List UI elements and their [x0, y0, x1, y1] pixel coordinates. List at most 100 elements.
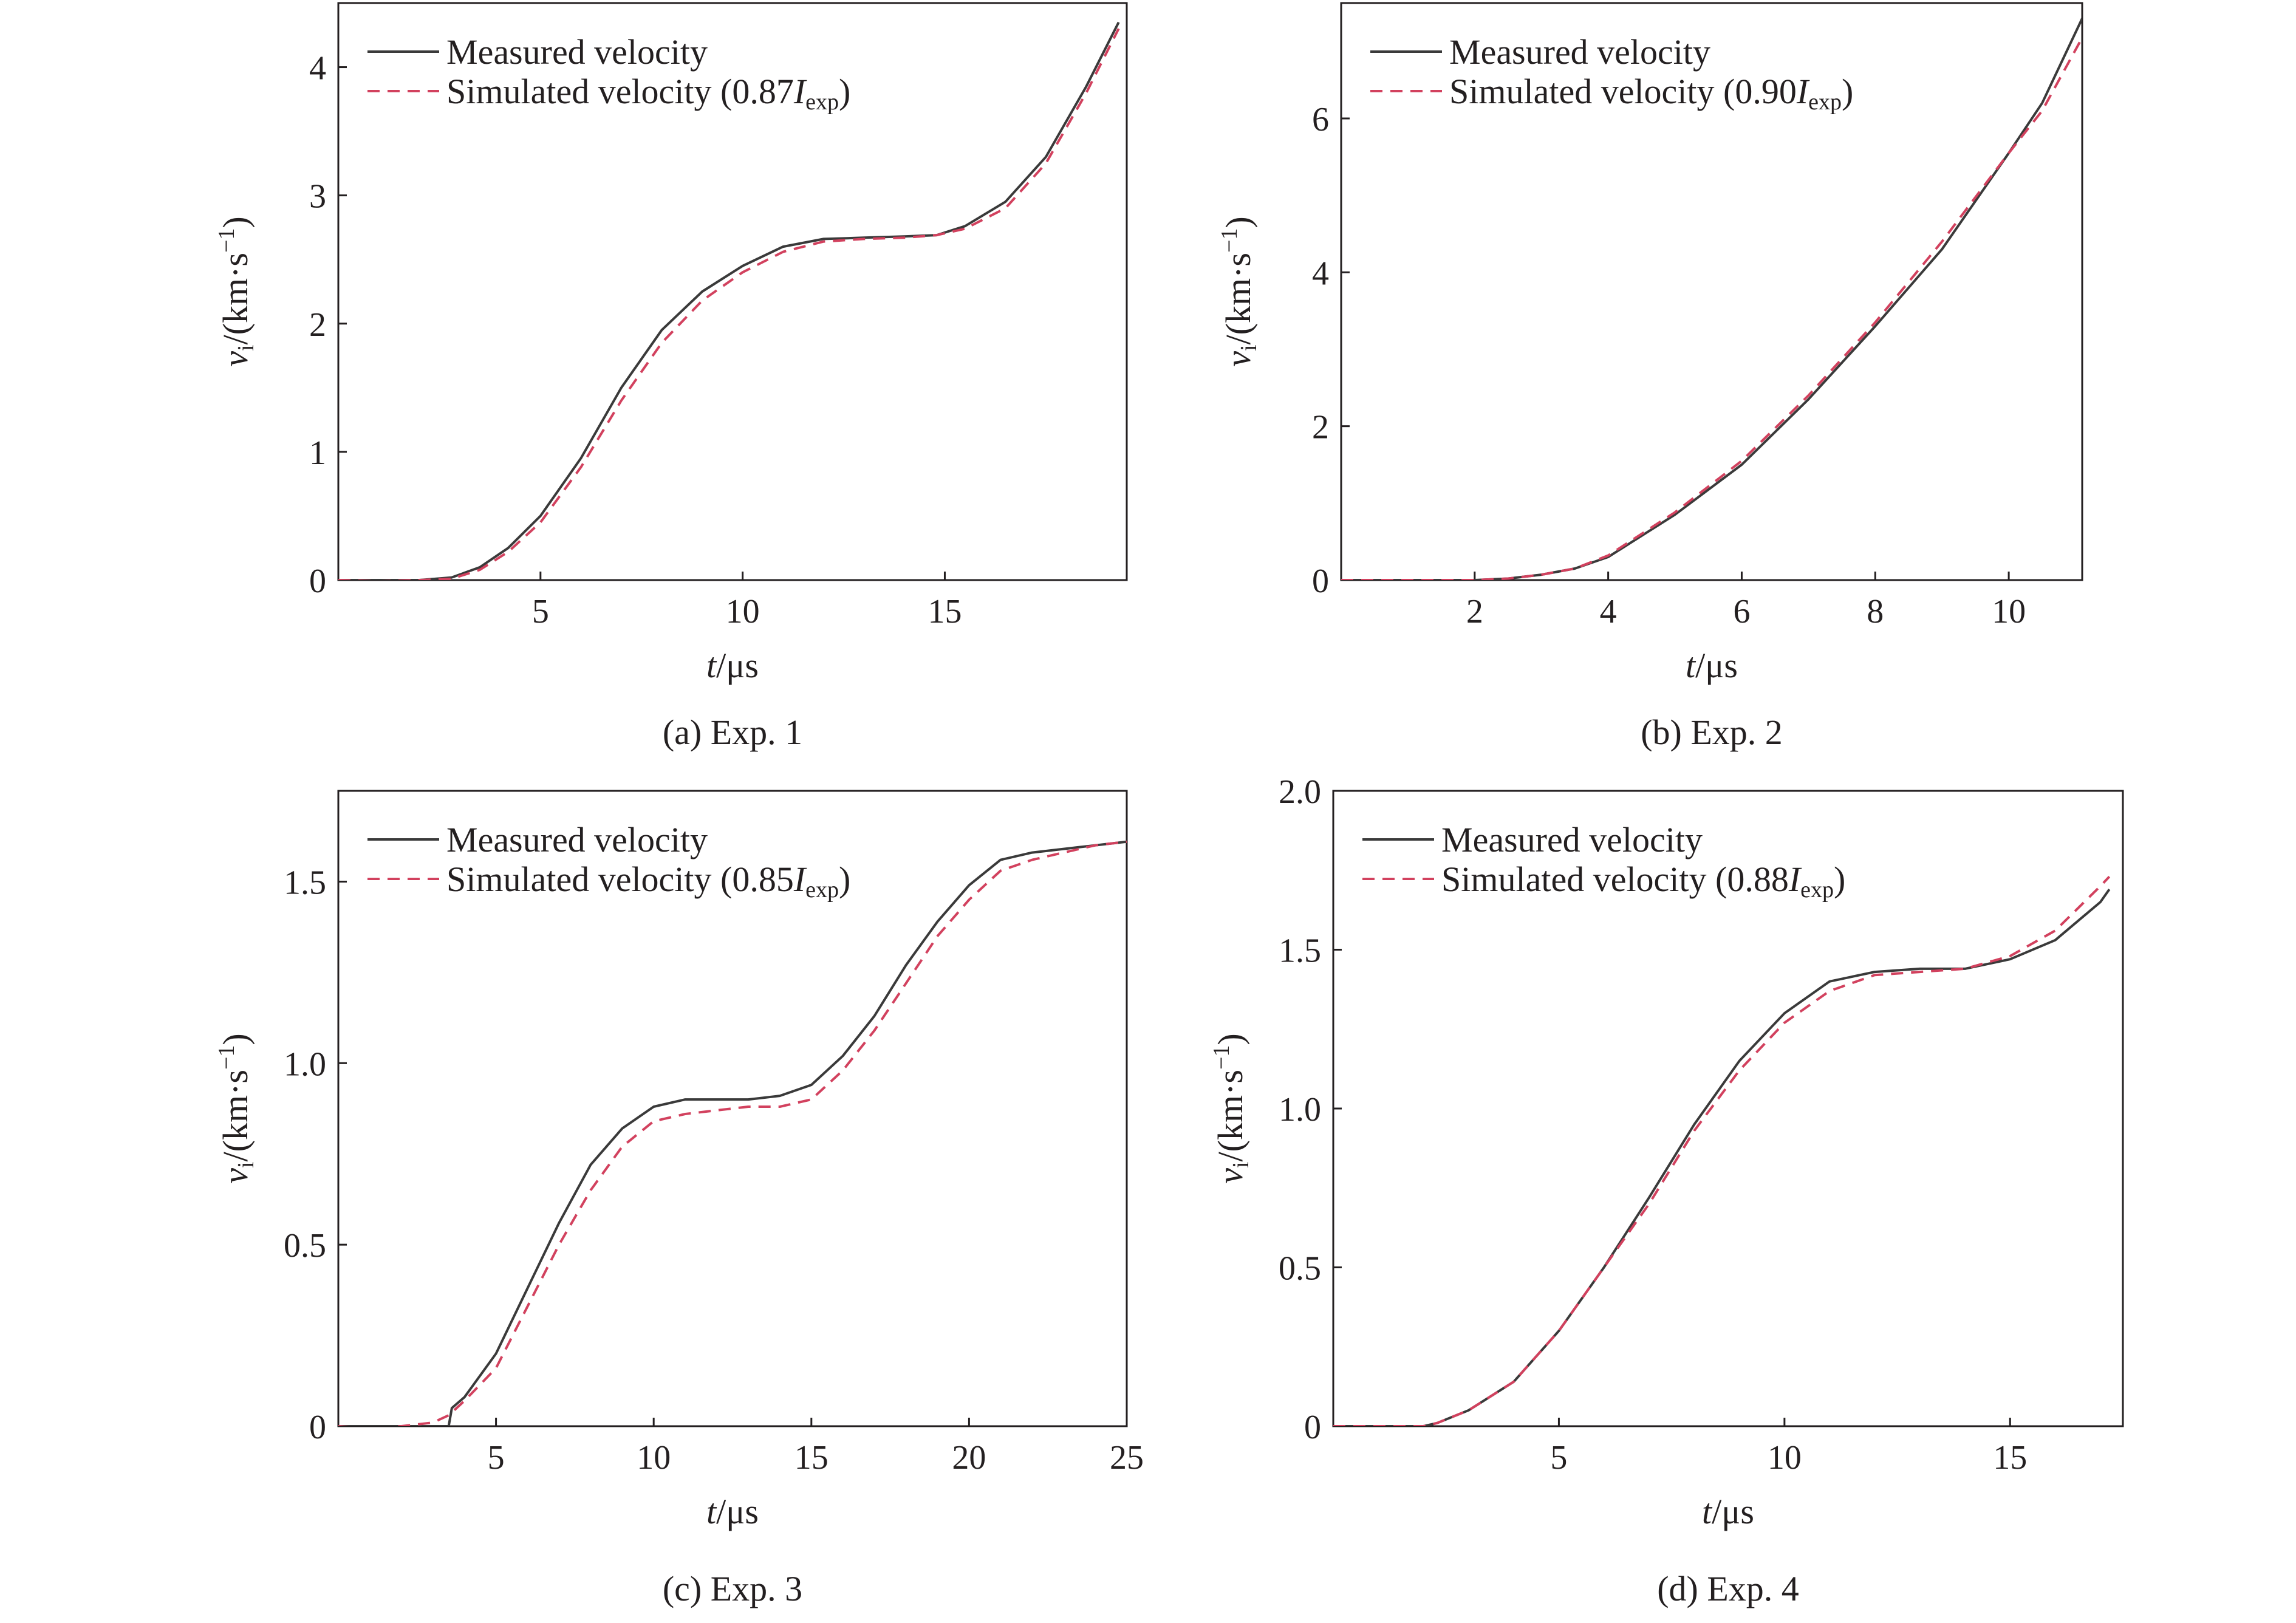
y-axis-label-unit: /(km·s — [216, 253, 255, 344]
y-tick-label: 6 — [1312, 101, 1329, 138]
x-tick-label: 15 — [1993, 1439, 2027, 1477]
y-axis-label-unit: /(km·s — [216, 1070, 255, 1161]
x-tick-label: 5 — [488, 1439, 505, 1477]
x-tick-label: 2 — [1466, 593, 1483, 630]
y-tick-label: 4 — [1312, 255, 1329, 292]
y-tick-label: 1 — [309, 434, 326, 472]
x-tick-label: 15 — [928, 593, 962, 630]
legend-simulated-prefix: Simulated velocity (0.90 — [1449, 72, 1797, 111]
x-tick-label: 4 — [1600, 593, 1617, 630]
legend-simulated-suffix: ) — [1842, 72, 1853, 111]
x-axis-label-italic: t — [706, 1492, 717, 1531]
y-axis-label-italic: v — [1211, 1168, 1250, 1184]
y-axis-label: vi/(km·s−1) — [1217, 216, 1262, 367]
y-axis-label-close: ) — [1218, 216, 1258, 228]
x-axis-label: t/μs — [706, 646, 759, 685]
x-axis-label-unit: /μs — [1712, 1492, 1754, 1531]
y-tick-label: 1.5 — [1279, 932, 1321, 970]
y-tick-label: 1.5 — [284, 864, 326, 901]
legend-simulated-italic: I — [1788, 859, 1802, 899]
y-axis-label: vi/(km·s−1) — [214, 216, 259, 367]
y-tick-label: 0.5 — [1279, 1250, 1321, 1288]
panel-caption: (d) Exp. 4 — [1657, 1569, 1799, 1608]
x-axis-label: t/μs — [1702, 1492, 1754, 1531]
legend-simulated-label: Simulated velocity (0.88Iexp) — [1441, 859, 1845, 903]
x-tick-label: 25 — [1110, 1439, 1144, 1477]
legend-simulated-sub: exp — [805, 877, 839, 903]
x-tick-label: 10 — [726, 593, 760, 630]
legend-simulated-italic: I — [1796, 72, 1810, 111]
simulated-velocity-line — [338, 840, 1127, 1426]
y-tick-label: 0 — [309, 1409, 326, 1446]
legend-measured-label: Measured velocity — [446, 820, 708, 859]
plot-frame — [337, 790, 1128, 1427]
y-tick-label: 2 — [309, 306, 326, 344]
y-axis-label-sup: −1 — [1209, 1045, 1234, 1070]
y-axis-label-italic: v — [216, 351, 255, 367]
y-axis-label-italic: v — [216, 1168, 255, 1184]
x-tick-label: 20 — [952, 1439, 986, 1477]
legend-simulated-prefix: Simulated velocity (0.87 — [446, 72, 794, 111]
measured-velocity-line — [1333, 888, 2111, 1426]
x-tick-label: 10 — [1768, 1439, 1802, 1477]
y-axis-label: vi/(km·s−1) — [1209, 1033, 1254, 1184]
panel-caption: (b) Exp. 2 — [1641, 712, 1783, 752]
x-axis-label-unit: /μs — [716, 646, 759, 685]
legend-simulated-prefix: Simulated velocity (0.88 — [1441, 859, 1789, 899]
x-axis-label-italic: t — [706, 646, 717, 685]
x-axis-label-italic: t — [1686, 646, 1696, 685]
legend-measured-label: Measured velocity — [446, 32, 708, 72]
x-tick-label: 10 — [1992, 593, 2026, 630]
legend-simulated-prefix: Simulated velocity (0.85 — [446, 859, 794, 899]
y-axis-label-unit: /(km·s — [1211, 1070, 1250, 1161]
x-axis-label-unit: /μs — [716, 1492, 759, 1531]
y-axis-label-sub: i — [1236, 344, 1262, 351]
y-axis-label-close: ) — [216, 1033, 255, 1045]
y-tick-label: 0 — [1312, 562, 1329, 600]
legend-simulated-sub: exp — [1800, 877, 1834, 903]
simulated-velocity-line — [1333, 875, 2111, 1426]
legend-measured-label: Measured velocity — [1449, 32, 1710, 72]
legend-simulated-suffix: ) — [839, 859, 850, 899]
y-axis-label-close: ) — [216, 216, 255, 228]
legend-simulated-label: Simulated velocity (0.87Iexp) — [446, 72, 850, 115]
y-tick-label: 1.0 — [284, 1045, 326, 1083]
y-axis-label-close: ) — [1211, 1033, 1250, 1045]
y-tick-label: 0 — [1304, 1409, 1321, 1446]
y-tick-label: 1.0 — [1279, 1091, 1321, 1129]
legend-simulated-label: Simulated velocity (0.90Iexp) — [1449, 72, 1853, 115]
y-axis-label: vi/(km·s−1) — [214, 1033, 259, 1184]
x-axis-label-italic: t — [1702, 1492, 1713, 1531]
measured-velocity-line — [338, 21, 1120, 580]
legend-simulated-sub: exp — [805, 89, 839, 115]
x-tick-label: 6 — [1733, 593, 1750, 630]
y-axis-label-sub: i — [233, 344, 259, 351]
legend-simulated-suffix: ) — [839, 72, 850, 111]
x-axis-label: t/μs — [706, 1492, 759, 1531]
y-tick-label: 3 — [309, 178, 326, 216]
x-tick-label: 5 — [1550, 1439, 1567, 1477]
chart-panel-3: 5 10 15 20 25 0 0.5 1.0 1.5 Measured velocitySimu… — [214, 790, 1144, 1608]
panel-caption: (a) Exp. 1 — [663, 712, 802, 752]
legend-simulated-italic: I — [793, 859, 807, 899]
y-axis-label-italic: v — [1218, 351, 1258, 367]
y-tick-label: 0.5 — [284, 1227, 326, 1265]
legend-simulated-sub: exp — [1808, 89, 1842, 115]
simulated-velocity-line — [338, 28, 1120, 580]
x-tick-label: 10 — [637, 1439, 671, 1477]
legend-simulated-label: Simulated velocity (0.85Iexp) — [446, 859, 850, 903]
plot-frame — [337, 2, 1128, 581]
chart-panel-4: 5 10 15 0 0.5 1.0 1.5 2.0 Measured velocitySimul… — [1209, 773, 2124, 1608]
y-tick-label: 2.0 — [1279, 773, 1321, 811]
plot-frame — [1340, 2, 2083, 581]
measured-velocity-line — [338, 840, 1127, 1426]
y-axis-label-sup: −1 — [214, 1045, 239, 1070]
legend-measured-label: Measured velocity — [1441, 820, 1703, 859]
